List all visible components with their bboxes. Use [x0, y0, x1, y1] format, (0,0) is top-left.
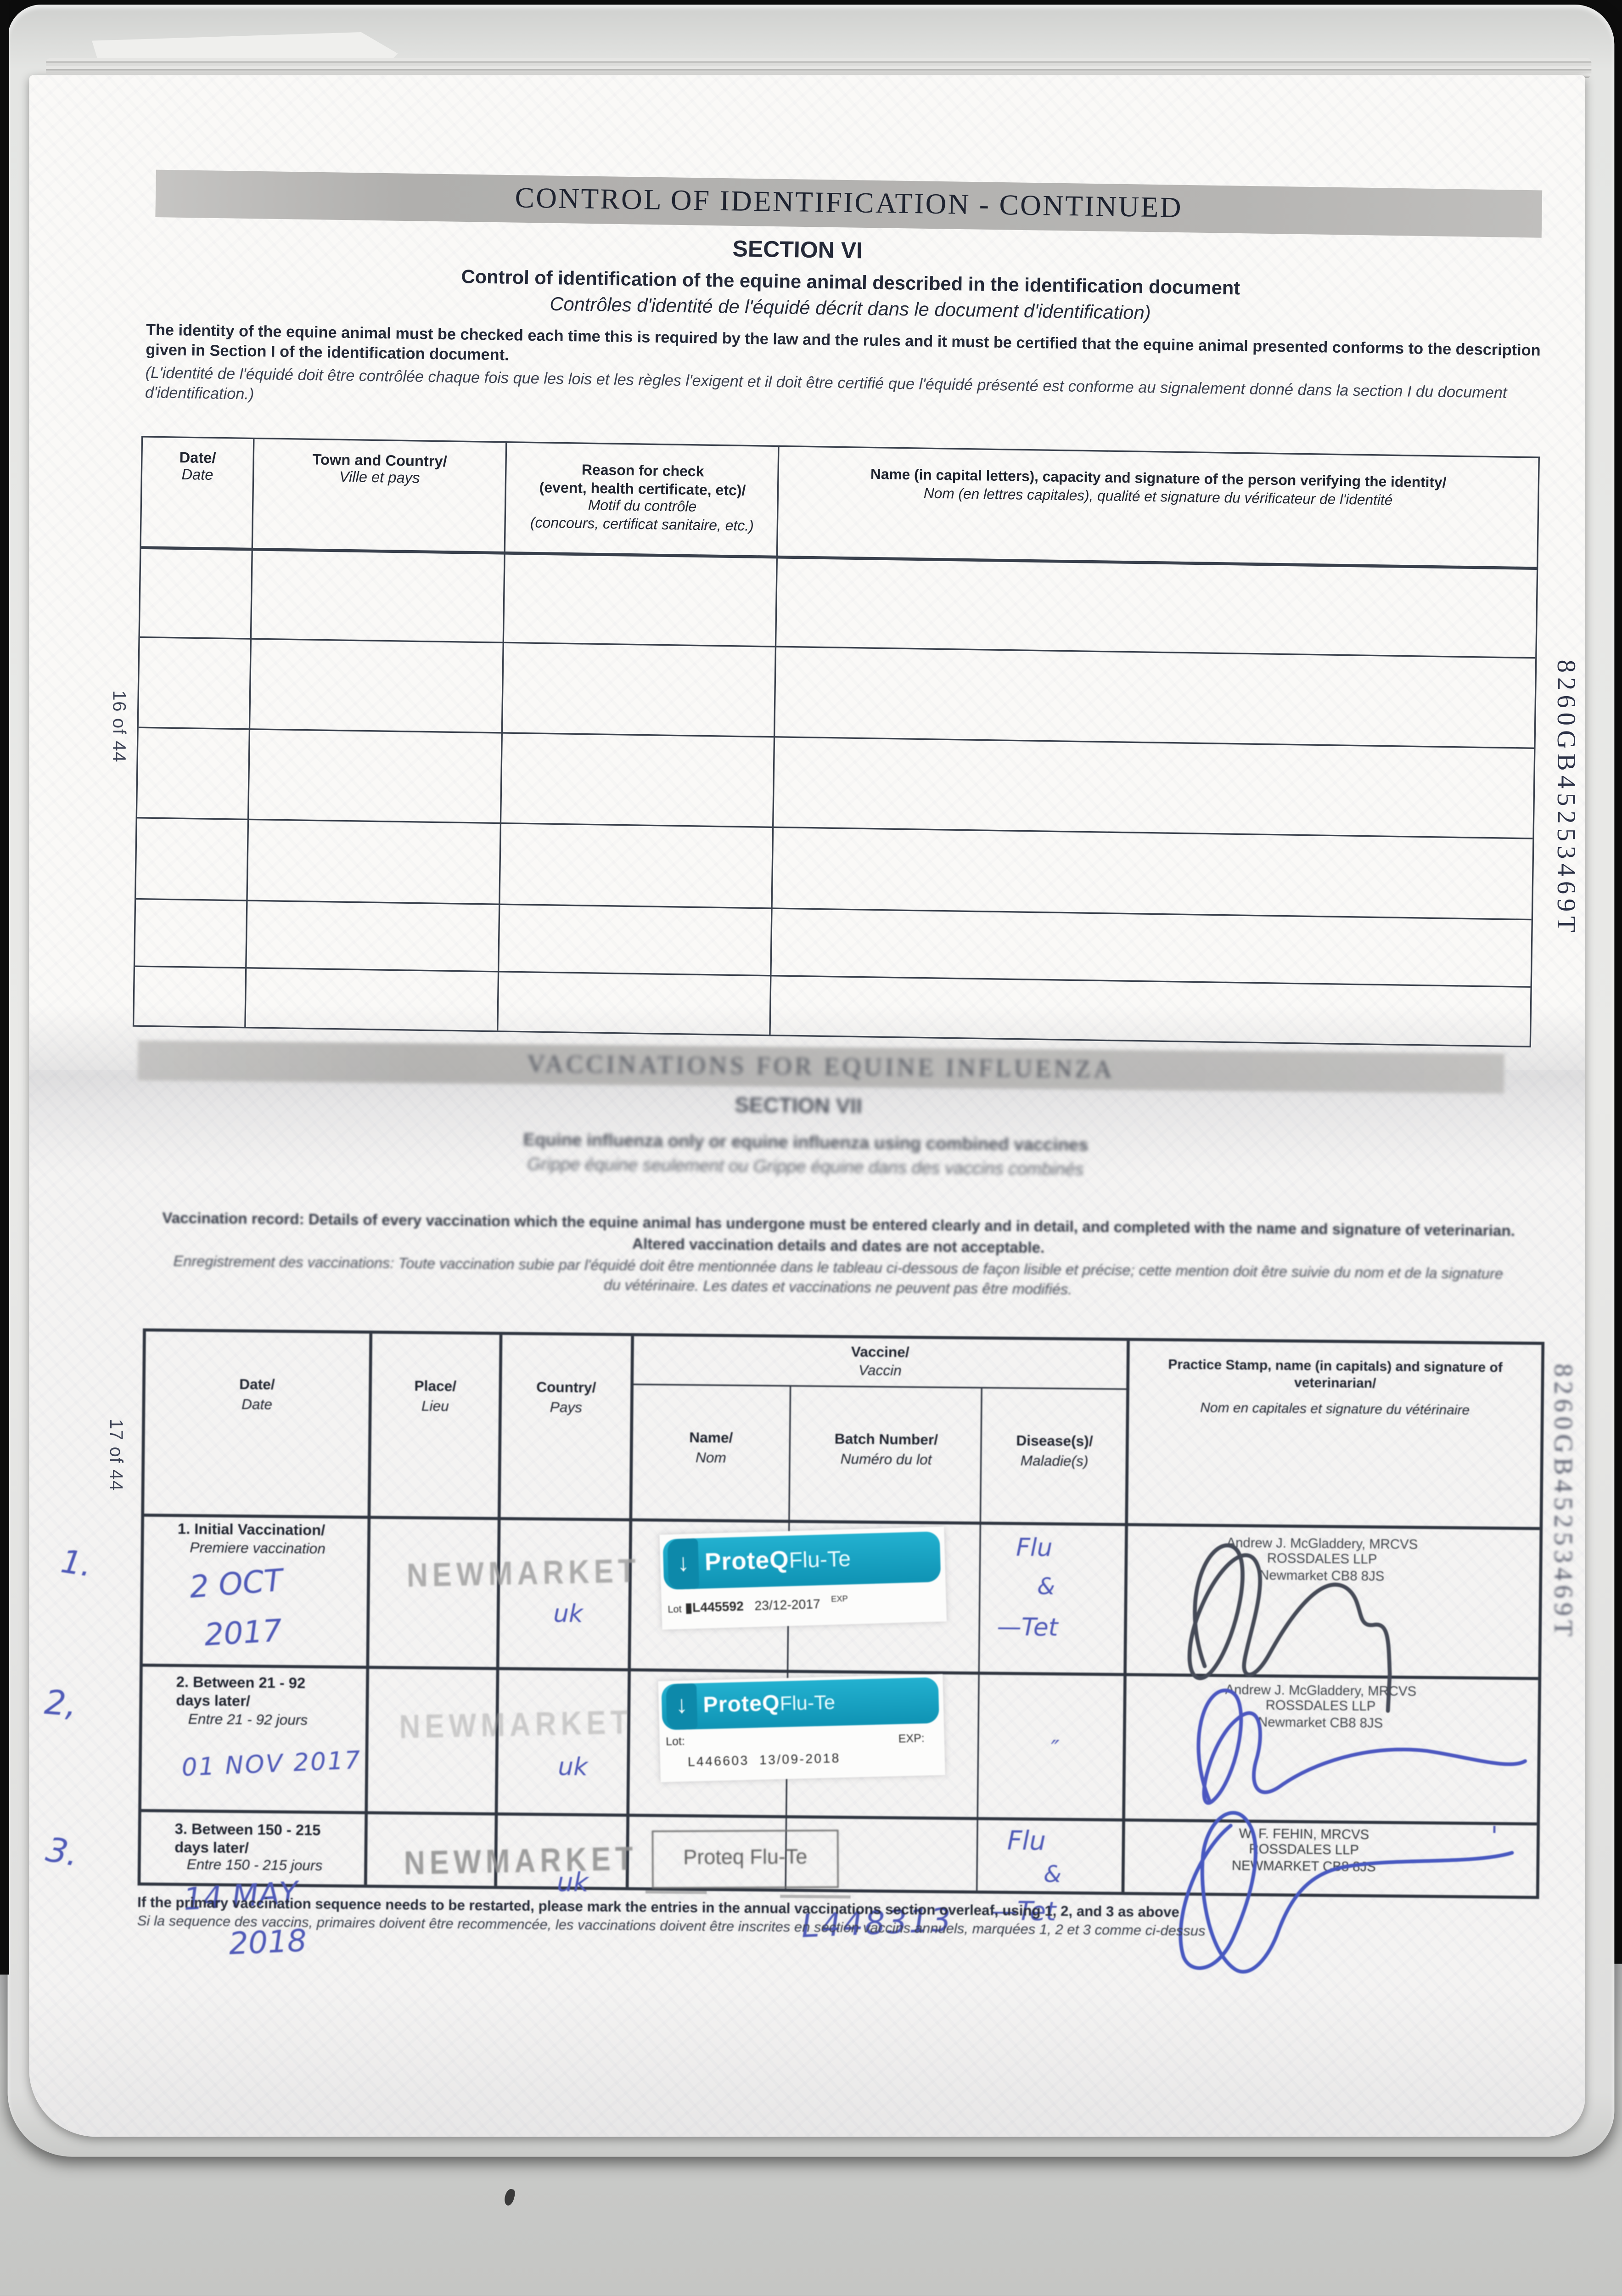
- margin-mark-1: 1.: [58, 1543, 95, 1584]
- arrow-icon: ↓: [666, 1683, 698, 1730]
- row3-country-handwriting: uk: [556, 1868, 589, 1899]
- col-header-vaccine: Vaccine/Vaccin: [851, 1344, 909, 1379]
- row2-country-handwriting: uk: [558, 1751, 588, 1781]
- section-vii-subtitle-en: Equine influenza only or equine influenz…: [523, 1131, 1089, 1155]
- vaccination-table: Date/Date Place/Lieu Country/Pays Vaccin…: [137, 1328, 1545, 1974]
- row1-country-handwriting: uk: [553, 1598, 584, 1628]
- arrow-icon: ↓: [667, 1538, 700, 1590]
- row3-disease-amp: &: [1043, 1860, 1062, 1889]
- margin-mark-3: 3.: [43, 1831, 82, 1875]
- stamp-smudge: [645, 1890, 707, 1894]
- row3-label-en: 3. Between 150 - 215 days later/: [174, 1821, 321, 1857]
- serial-number-bottom: 8260GB45253469T: [1548, 1363, 1578, 1641]
- row2-label-en: 2. Between 21 - 92 days later/: [176, 1674, 306, 1710]
- row1-place-stamp: NEWMARKET: [406, 1553, 641, 1596]
- row2-lot-label: Lot:: [665, 1734, 685, 1749]
- row2-date-handwriting: 01 NOV 2017: [181, 1745, 363, 1782]
- row1-vaccine-sticker: ↓ ProteQFlu-Te Lot ▮L445592 23/12-2017 EX…: [659, 1526, 947, 1630]
- stamp-smudge: [780, 1895, 851, 1899]
- table-gridline: [1121, 1341, 1129, 1892]
- section-vii: VACCINATIONS FOR EQUINE INFLUENZA SECTIO…: [29, 75, 1585, 2137]
- photo-edge-left: [0, 0, 9, 1975]
- row1-disease-handwriting2: —Tet: [997, 1612, 1058, 1642]
- row1-date-handwriting: 2 OCT: [188, 1561, 284, 1605]
- row2-place-stamp: NEWMARKET: [399, 1705, 633, 1747]
- col-header-stamp: Practice Stamp, name (in capitals) and s…: [1168, 1356, 1503, 1418]
- section-vii-subtitle-fr: Grippe équine seulement ou Grippe équine…: [527, 1156, 1084, 1180]
- section-vii-title: SECTION VII: [735, 1092, 863, 1118]
- row2-exp-label: EXP:: [898, 1731, 925, 1746]
- passport-page: CONTROL OF IDENTIFICATION - CONTINUED SE…: [29, 75, 1585, 2137]
- margin-mark-2: 2,: [43, 1684, 78, 1726]
- row3-label-fr: Entre 150 - 215 jours: [186, 1857, 323, 1875]
- row1-label-en: 1. Initial Vaccination/: [177, 1521, 326, 1540]
- proteq-band: ↓ ProteQFlu-Te: [661, 1677, 939, 1730]
- row3-place-stamp: NEWMARKET: [404, 1841, 638, 1883]
- proteq-band: ↓ ProteQFlu-Te: [662, 1531, 941, 1590]
- row1-date-handwriting2: 2017: [203, 1611, 283, 1653]
- row2-signature: [1196, 1688, 1527, 1805]
- page-bottom-shade: [29, 1988, 1585, 2137]
- row2-lot-values: L446603 13/09-2018: [687, 1750, 841, 1769]
- row1-disease-amp: &: [1037, 1572, 1055, 1601]
- row3-disease-handwriting: Flu: [1007, 1826, 1046, 1858]
- row2-disease-ditto: ″: [1050, 1735, 1060, 1763]
- col-header-place: Place/Lieu: [414, 1378, 457, 1416]
- row3-signature: [1179, 1811, 1514, 1974]
- row1-lot-line: Lot ▮L445592 23/12-2017 EXP: [668, 1595, 848, 1616]
- page-stack-edges: [45, 58, 1592, 78]
- col-header-disease: Disease(s)/Maladie(s): [1016, 1433, 1093, 1471]
- row1-signature: [1187, 1543, 1392, 1713]
- row1-disease-handwriting: Flu: [1016, 1532, 1053, 1562]
- col-header-batch: Batch Number/Numéro du lot: [834, 1431, 938, 1469]
- row2-vaccine-sticker: ↓ ProteQFlu-Te Lot: EXP: L446603 13/09-20…: [658, 1674, 945, 1783]
- col-header-date: Date/Date: [239, 1377, 275, 1414]
- row3-vaccine-box-stamp: Proteq Flu-Te: [651, 1829, 839, 1889]
- row1-label-fr: Premiere vaccination: [190, 1540, 326, 1559]
- row2-label-fr: Entre 21 - 92 jours: [188, 1711, 308, 1730]
- table-gridline: [630, 1384, 1129, 1391]
- table-gridline: [976, 1521, 982, 1891]
- section-vii-banner: VACCINATIONS FOR EQUINE INFLUENZA: [137, 1041, 1504, 1094]
- page-number-17: 17 of 44: [105, 1418, 127, 1491]
- col-header-country: Country/Pays: [536, 1379, 596, 1417]
- col-header-name: Name/Nom: [689, 1430, 733, 1468]
- table-gridline: [364, 1334, 372, 1885]
